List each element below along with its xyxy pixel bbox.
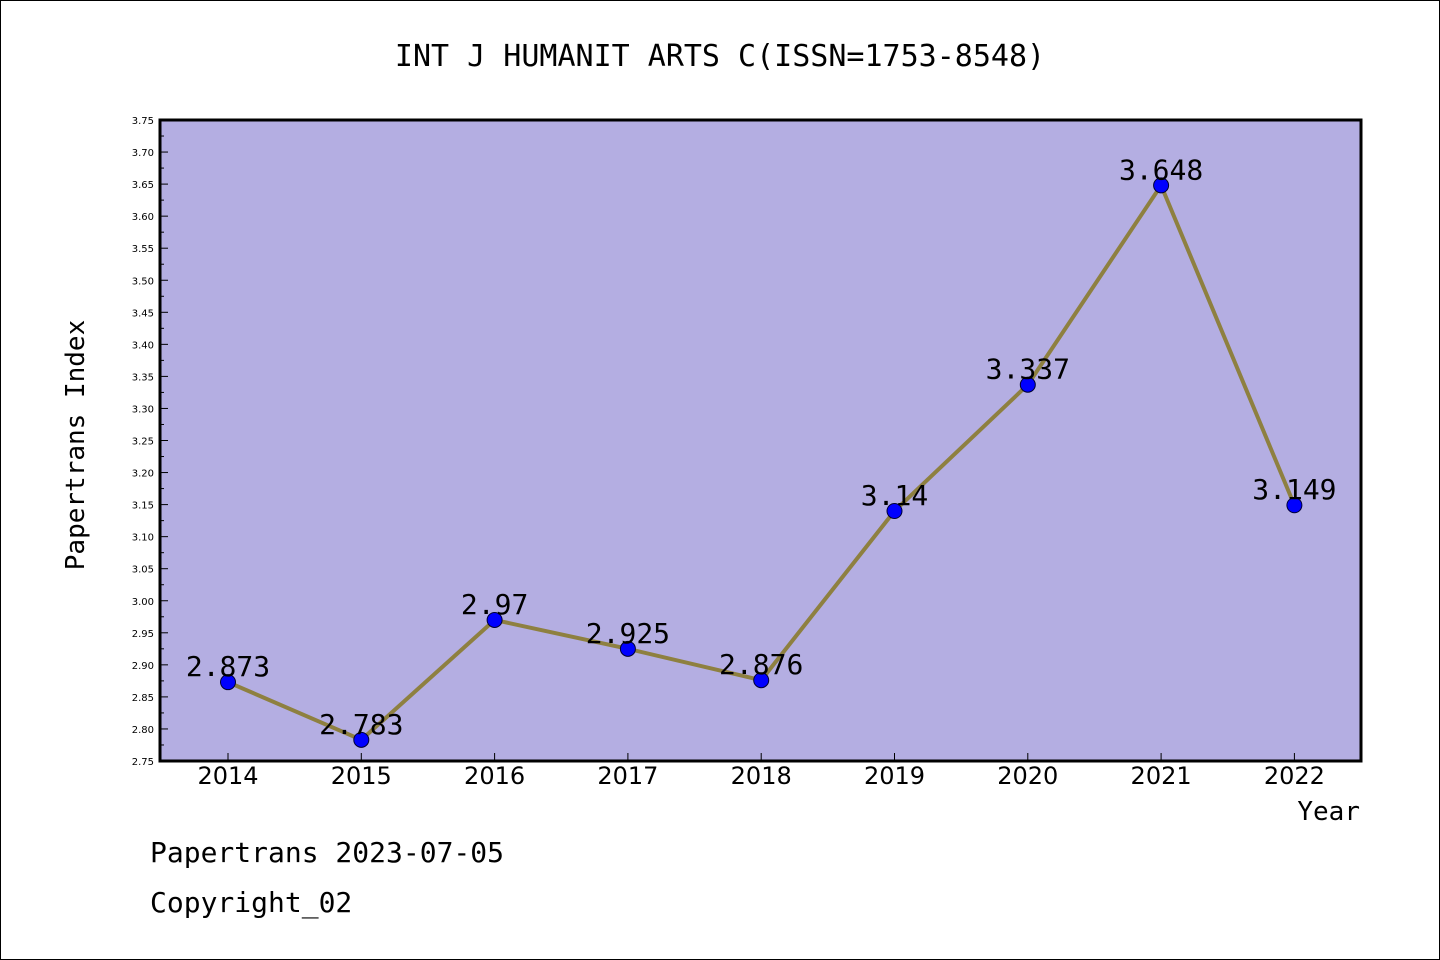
x-tick-label: 2019 bbox=[864, 762, 925, 790]
y-tick-label: 3.40 bbox=[132, 340, 154, 351]
y-tick-label: 2.75 bbox=[132, 757, 154, 768]
x-tick-label: 2017 bbox=[597, 762, 658, 790]
y-tick-label: 3.75 bbox=[132, 116, 154, 127]
data-label: 3.14 bbox=[861, 479, 928, 512]
x-tick-label: 2014 bbox=[197, 762, 258, 790]
data-point-marker bbox=[1019, 376, 1036, 393]
y-tick-label: 3.10 bbox=[132, 533, 154, 544]
y-tick-label: 2.80 bbox=[132, 725, 154, 736]
data-point-marker bbox=[753, 672, 770, 689]
data-point-marker bbox=[619, 640, 636, 657]
data-label: 2.873 bbox=[186, 650, 270, 683]
y-tick-label: 3.30 bbox=[132, 404, 154, 415]
data-point-marker bbox=[220, 674, 236, 691]
data-label: 3.337 bbox=[986, 353, 1070, 386]
y-tick-label: 3.60 bbox=[132, 212, 154, 223]
data-label: 3.149 bbox=[1252, 473, 1336, 506]
y-tick-label: 3.65 bbox=[132, 180, 154, 191]
x-tick-label: 2016 bbox=[464, 762, 525, 790]
y-tick-label: 3.15 bbox=[132, 501, 154, 512]
data-label: 2.783 bbox=[319, 708, 403, 741]
x-tick-label: 2018 bbox=[731, 762, 792, 790]
y-tick-label: 2.85 bbox=[132, 693, 154, 704]
y-tick-label: 2.90 bbox=[132, 661, 154, 672]
y-tick-label: 3.25 bbox=[132, 437, 154, 448]
y-tick-label: 3.50 bbox=[132, 276, 154, 287]
chart-title: INT J HUMANIT ARTS C(ISSN=1753-8548) bbox=[395, 39, 1045, 74]
y-tick-label: 2.95 bbox=[132, 629, 154, 640]
footer-copyright: Copyright_02 bbox=[150, 886, 353, 919]
y-tick-label: 3.20 bbox=[132, 469, 154, 480]
data-point-marker bbox=[1153, 177, 1170, 194]
y-tick-label: 3.05 bbox=[132, 565, 154, 576]
data-label: 2.97 bbox=[461, 588, 528, 621]
x-tick-label: 2022 bbox=[1264, 762, 1325, 790]
data-point-marker bbox=[353, 731, 370, 748]
y-tick-label: 3.70 bbox=[132, 148, 154, 159]
y-tick-label: 3.55 bbox=[132, 244, 154, 255]
x-tick-label: 2021 bbox=[1131, 762, 1192, 790]
y-tick-label: 3.35 bbox=[132, 372, 154, 383]
data-point-marker bbox=[486, 611, 503, 628]
data-point-marker bbox=[886, 503, 903, 520]
y-axis-label: Papertrans Index bbox=[61, 320, 91, 570]
data-label: 3.648 bbox=[1119, 153, 1203, 186]
footer-date: Papertrans 2023-07-05 bbox=[150, 836, 505, 869]
x-axis-ticks: 2014 2015 2016 2017 2018 2019 2020 2021 2022 bbox=[197, 753, 1325, 790]
y-tick-label: 3.45 bbox=[132, 308, 154, 319]
series-line-group: 2.873 2.783 2.97 2.925 2.876 3.14 3.337 3.648 3.… bbox=[186, 153, 1337, 748]
data-point-marker bbox=[1286, 497, 1303, 514]
x-tick-label: 2020 bbox=[997, 762, 1058, 790]
plot-area bbox=[158, 118, 1363, 763]
x-axis-label: Year bbox=[1297, 797, 1360, 827]
data-label: 2.876 bbox=[719, 648, 803, 681]
data-label: 2.925 bbox=[586, 617, 670, 650]
y-tick-label: 3.00 bbox=[132, 597, 154, 608]
y-axis-ticks: 2.75 2.80 2.85 2.90 2.95 3.00 3.05 3.10 3.15 3.20… bbox=[132, 116, 168, 768]
x-tick-label: 2015 bbox=[331, 762, 392, 790]
